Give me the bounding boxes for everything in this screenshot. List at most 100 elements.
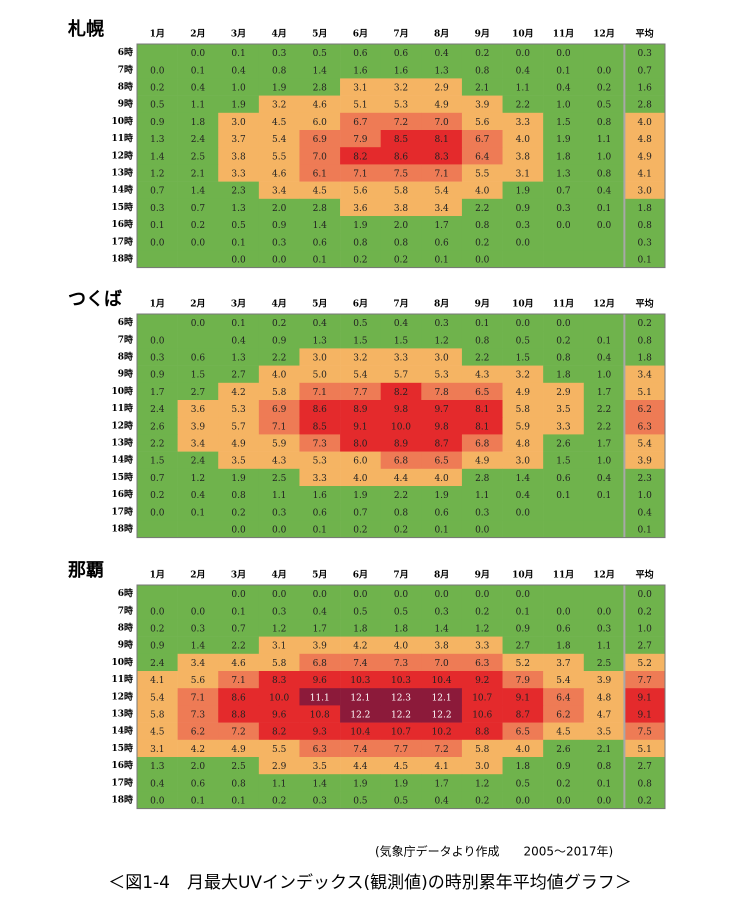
cell-value: 6.2 (191, 728, 205, 738)
empty-cell (177, 520, 219, 538)
heat-cell (583, 147, 625, 165)
cell-value: 0.0 (516, 238, 531, 248)
cell-value: 8.0 (353, 440, 368, 450)
heat-cell (340, 216, 381, 234)
cell-value: 0.2 (597, 84, 611, 94)
cell-value: 2.2 (272, 354, 286, 364)
heat-cell (543, 636, 585, 655)
cell-value: 5.4 (556, 676, 571, 686)
heat-cell (624, 722, 666, 741)
cell-value: 6.4 (475, 152, 490, 162)
row-header: 9時 (118, 368, 133, 380)
cell-value: 3.0 (516, 457, 531, 467)
heat-cell (218, 181, 260, 200)
heat-cell (543, 382, 585, 401)
heat-cell (218, 688, 260, 706)
cell-value: 9.2 (475, 676, 489, 686)
panel-frame (136, 584, 666, 810)
cell-value: 4.0 (638, 118, 653, 128)
heat-cell (258, 791, 300, 809)
cell-value: 0.8 (475, 336, 490, 346)
cell-value: 0.0 (556, 49, 571, 59)
cell-value: 0.3 (638, 49, 653, 59)
heat-cell (461, 250, 503, 268)
heat-cell (380, 503, 422, 521)
cell-value: 1.6 (394, 66, 409, 76)
heat-cell (543, 331, 585, 349)
heat-cell (502, 757, 544, 775)
cell-value: 0.7 (150, 474, 165, 484)
cell-value: 9.8 (394, 405, 409, 415)
heat-cell (461, 705, 503, 723)
cell-value: 0.0 (231, 590, 246, 600)
cell-value: 0.0 (556, 221, 571, 231)
heat-cell (258, 250, 300, 268)
heat-cell (380, 791, 422, 809)
cell-value: 0.6 (394, 49, 409, 59)
heat-cell (340, 774, 381, 792)
heat-cell (340, 130, 381, 148)
heat-cell (137, 164, 178, 182)
heat-cell (502, 636, 544, 655)
cell-value: 4.5 (394, 762, 409, 772)
heat-cell (177, 688, 219, 706)
cell-value: 0.3 (272, 238, 287, 248)
heat-cell (340, 95, 381, 114)
heat-cell (218, 331, 260, 349)
cell-value: 0.5 (597, 101, 612, 111)
heat-cell (177, 739, 219, 758)
heat-cell (502, 434, 544, 452)
cell-value: 5.4 (638, 440, 653, 450)
row-header: 10時 (111, 115, 133, 127)
cell-value: 0.6 (353, 49, 368, 59)
heat-cell (340, 198, 381, 217)
heat-cell (258, 147, 300, 165)
heat-cell (624, 503, 666, 521)
heat-cell (380, 585, 422, 603)
heat-cell (543, 602, 585, 620)
heat-cell (624, 774, 666, 792)
cell-value: 0.4 (638, 508, 653, 518)
heat-cell (502, 451, 544, 470)
heat-cell (461, 653, 503, 672)
empty-cell (583, 44, 625, 62)
cell-value: 0.0 (475, 256, 490, 266)
cell-value: 1.1 (516, 84, 530, 94)
heat-cell (421, 619, 463, 637)
heat-cell (461, 198, 503, 217)
cell-value: 1.9 (516, 187, 531, 197)
cell-value: 1.9 (353, 221, 368, 231)
heat-cell (299, 434, 341, 452)
heat-cell (177, 653, 219, 672)
heat-cell (299, 486, 341, 504)
column-header: 12月 (593, 570, 615, 581)
column-header: 9月 (475, 570, 490, 581)
heat-cell (583, 486, 625, 504)
heat-cell (258, 503, 300, 521)
heat-cell (177, 602, 219, 620)
heat-cell (461, 486, 503, 504)
heat-cell (502, 181, 544, 200)
cell-value: 5.4 (434, 187, 449, 197)
cell-value: 0.8 (272, 66, 287, 76)
heat-cell (624, 486, 666, 504)
cell-value: 0.5 (353, 797, 368, 807)
heat-cell (218, 400, 260, 418)
row-header: 13時 (111, 708, 133, 720)
cell-value: 0.0 (556, 797, 571, 807)
cell-value: 0.4 (516, 491, 531, 501)
cell-value: 1.9 (272, 84, 287, 94)
column-header: 8月 (434, 570, 449, 581)
cell-value: 8.5 (394, 135, 409, 145)
heat-cell (299, 382, 341, 401)
cell-value: 3.3 (313, 474, 328, 484)
cell-value: 4.8 (597, 693, 612, 703)
heat-cell (502, 95, 544, 114)
cell-value: 9.8 (434, 422, 449, 432)
heat-cell (340, 486, 381, 504)
cell-value: 4.0 (272, 371, 287, 381)
heat-cell (380, 602, 422, 620)
heat-cell (502, 147, 544, 165)
cell-value: 1.4 (516, 474, 531, 484)
cell-value: 2.1 (597, 745, 611, 755)
